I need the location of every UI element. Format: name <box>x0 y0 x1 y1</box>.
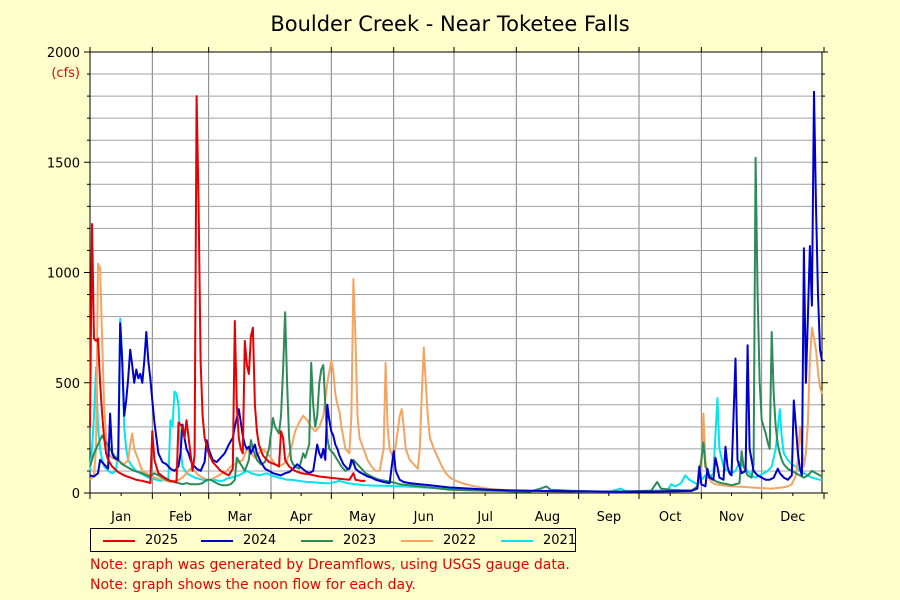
x-tick-label: Oct <box>659 510 681 525</box>
series-lines <box>89 90 823 493</box>
x-tick-label: Mar <box>228 510 253 525</box>
legend-label: 2021 <box>543 533 577 548</box>
legend-label: 2024 <box>243 533 277 548</box>
series-line-2023 <box>89 156 823 493</box>
legend-swatch <box>401 540 433 542</box>
x-tick-label: Jun <box>413 510 434 525</box>
legend-swatch <box>301 540 333 542</box>
legend-label: 2025 <box>145 533 179 548</box>
flow-chart: 0 500 1000 1500 2000 (cfs) Jan Feb Mar Apr May Jun J… <box>47 46 828 525</box>
x-tick-label: May <box>349 510 376 525</box>
y-tick-label: 1000 <box>47 267 80 282</box>
legend-label: 2022 <box>443 533 477 548</box>
legend-swatch <box>501 540 533 542</box>
note-source: Note: graph was generated by Dreamflows,… <box>90 557 570 573</box>
y-tick-label: 0 <box>72 487 80 502</box>
x-tick-label: Jan <box>110 510 131 525</box>
legend-swatch <box>201 540 233 542</box>
x-tick-label: Aug <box>535 510 560 525</box>
series-line-2025 <box>89 95 366 485</box>
x-tick-label: Sep <box>597 510 622 525</box>
y-tick-label: 500 <box>55 377 80 392</box>
x-tick-label: Jul <box>476 510 493 525</box>
tick-labels: 0 500 1000 1500 2000 (cfs) Jan Feb Mar Apr May Jun J… <box>47 46 806 525</box>
y-tick-label: 2000 <box>47 46 80 61</box>
x-tick-label: Apr <box>290 510 313 525</box>
series-line-2021 <box>89 317 823 493</box>
series-line-2024 <box>89 90 823 493</box>
legend-swatch <box>103 540 135 542</box>
grid-lines <box>90 52 822 493</box>
chart-title: Boulder Creek - Near Toketee Falls <box>270 12 630 36</box>
legend-label: 2023 <box>343 533 377 548</box>
y-tick-label: 1500 <box>47 156 80 171</box>
axes <box>84 47 828 499</box>
x-tick-label: Nov <box>719 510 745 525</box>
legend: 2025 2024 2023 2022 2021 <box>90 528 576 552</box>
x-tick-label: Feb <box>169 510 192 525</box>
note-noon-flow: Note: graph shows the noon flow for each… <box>90 577 416 593</box>
y-axis-label: (cfs) <box>51 66 80 81</box>
x-tick-label: Dec <box>780 510 805 525</box>
